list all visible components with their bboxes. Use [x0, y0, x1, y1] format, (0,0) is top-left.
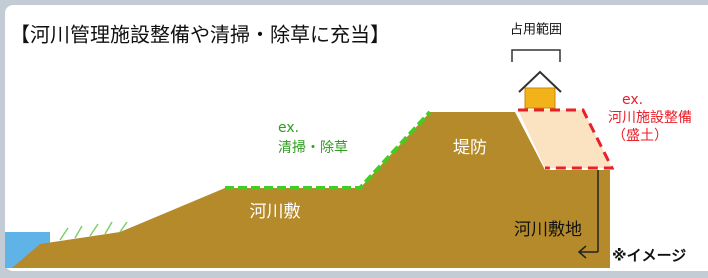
diagram: 【河川管理施設整備や清掃・除草に充当】 占用範囲 ex. 清掃・除草 堤防 河川… [0, 0, 708, 278]
facility-label: 河川施設整備 [608, 110, 692, 126]
cleaning-label: 清掃・除草 [278, 139, 348, 156]
levee-label: 堤防 [453, 138, 487, 158]
facility-ex: ex. [622, 92, 643, 108]
river-area-label: 河川敷地 [514, 220, 582, 240]
riverbed-label: 河川敷 [250, 202, 301, 222]
house-body [525, 88, 555, 108]
occupancy-label: 占用範囲 [510, 23, 562, 38]
fill-label: （盛土） [612, 128, 668, 144]
title: 【河川管理施設整備や清掃・除草に充当】 [10, 23, 390, 47]
cleaning-ex: ex. [278, 120, 299, 136]
note: ※イメージ [612, 247, 686, 265]
